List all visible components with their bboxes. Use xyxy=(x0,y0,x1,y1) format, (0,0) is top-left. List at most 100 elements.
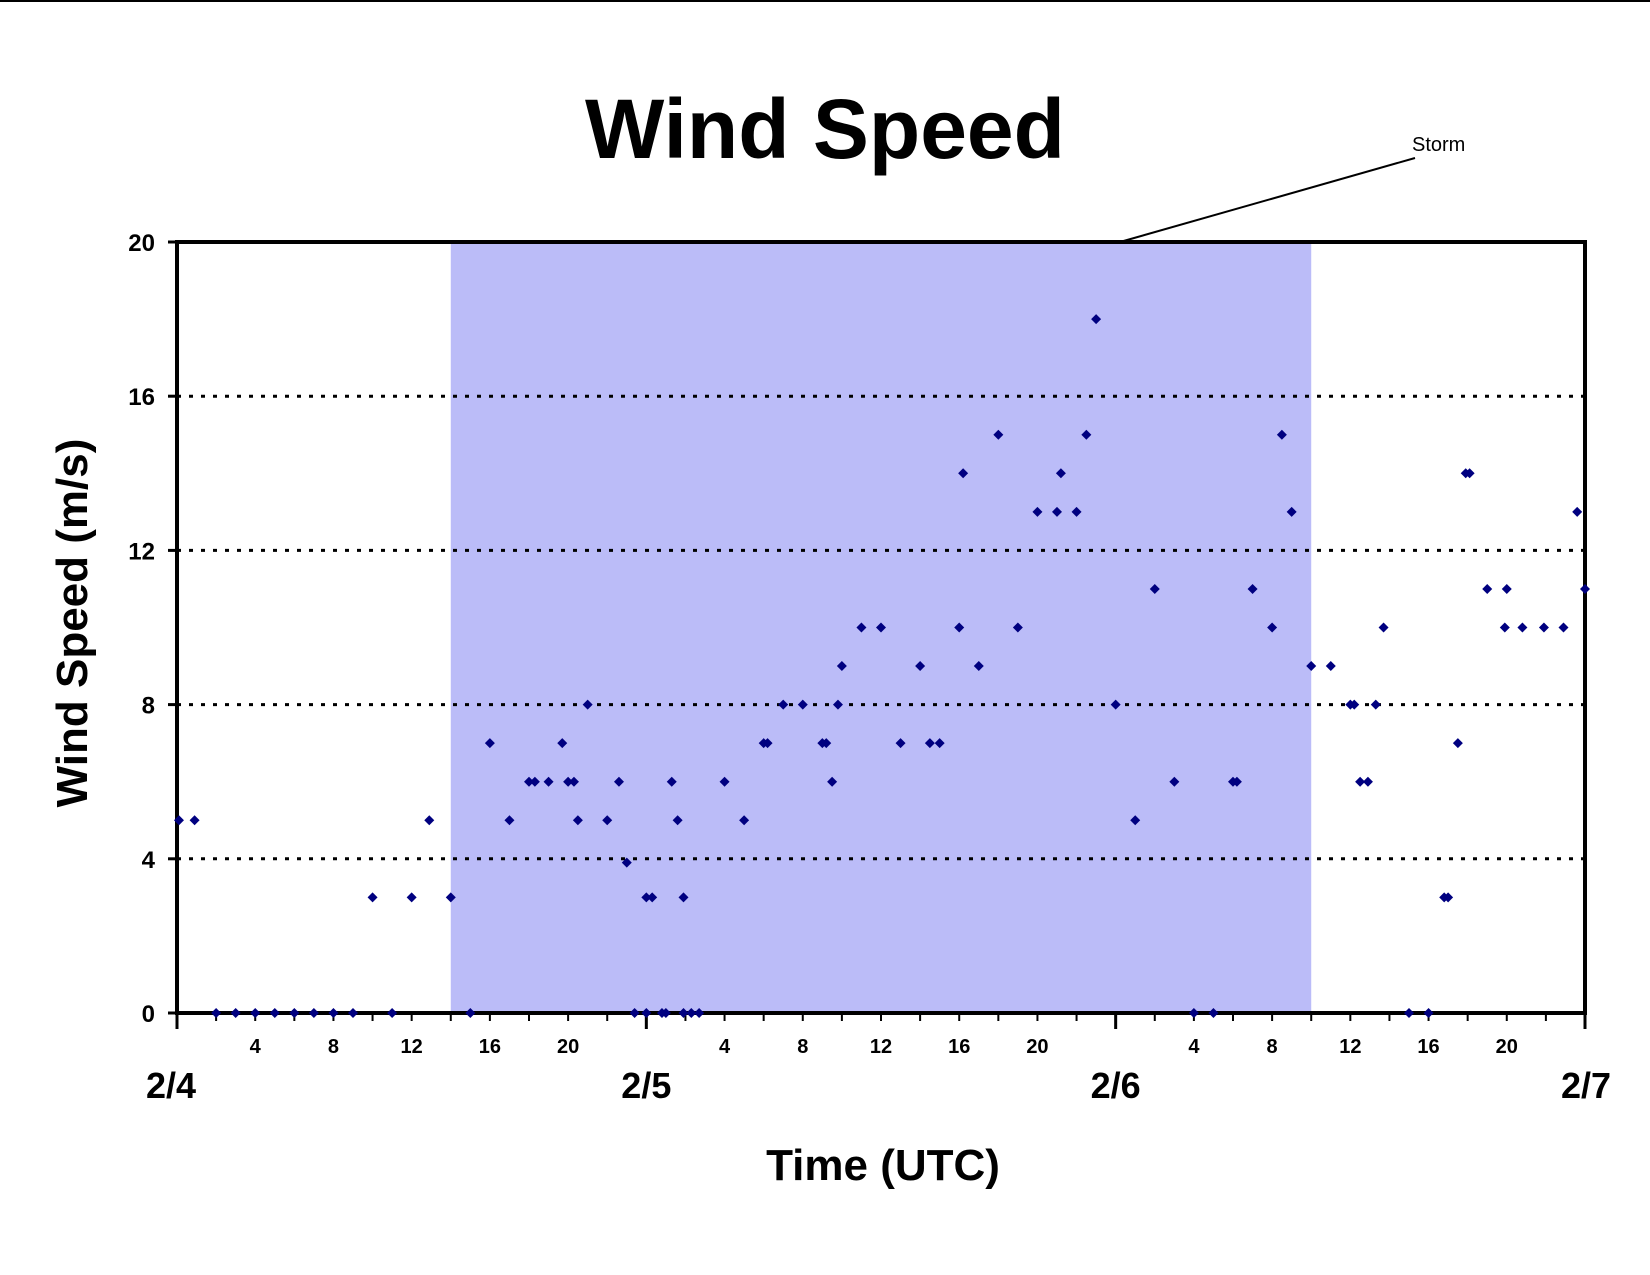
data-point xyxy=(797,699,808,710)
y-tick-label: 20 xyxy=(128,230,155,257)
data-point xyxy=(856,622,867,633)
data-point xyxy=(1188,1008,1199,1018)
data-point xyxy=(876,622,886,633)
data-point xyxy=(1482,583,1493,594)
x-axis-title: Time (UTC) xyxy=(766,1141,1000,1190)
data-point xyxy=(173,815,184,826)
data-point xyxy=(1286,506,1297,517)
data-point xyxy=(1130,815,1141,826)
data-point xyxy=(1517,622,1528,633)
data-point xyxy=(1370,699,1381,710)
data-point xyxy=(1169,776,1180,787)
data-point xyxy=(269,1008,280,1018)
data-point xyxy=(641,1008,652,1018)
y-tick-label: 8 xyxy=(142,693,155,720)
data-point xyxy=(189,815,200,826)
data-point xyxy=(1499,622,1510,633)
hour-tick-label: 16 xyxy=(948,1036,970,1058)
data-point xyxy=(1362,776,1373,787)
data-point xyxy=(719,776,730,787)
data-point xyxy=(827,776,838,787)
data-point xyxy=(1012,622,1023,633)
date-tick-label: 2/7 xyxy=(1561,1065,1611,1106)
data-point xyxy=(778,699,789,710)
hour-tick-label: 4 xyxy=(1188,1036,1200,1058)
data-point xyxy=(1231,776,1242,787)
data-point xyxy=(582,699,593,710)
data-point xyxy=(621,857,632,868)
data-point xyxy=(958,468,969,479)
data-point xyxy=(445,892,456,903)
data-point xyxy=(613,776,624,787)
storm-annotation-line xyxy=(1119,157,1416,243)
data-point xyxy=(934,738,945,749)
data-point xyxy=(1081,429,1092,440)
date-tick-label: 2/6 xyxy=(1091,1065,1141,1106)
data-point xyxy=(465,1008,476,1018)
data-point xyxy=(557,738,568,749)
hour-tick-label: 16 xyxy=(1417,1036,1439,1058)
data-point xyxy=(484,738,495,749)
data-point xyxy=(1149,583,1160,594)
data-point xyxy=(211,1008,222,1018)
data-point xyxy=(289,1008,300,1018)
data-point xyxy=(694,1008,705,1018)
data-point xyxy=(647,892,658,903)
data-point xyxy=(1355,776,1366,787)
data-point xyxy=(1052,506,1062,517)
data-point xyxy=(1055,468,1066,479)
data-point xyxy=(387,1008,398,1018)
data-point xyxy=(543,776,554,787)
data-point xyxy=(954,622,965,633)
data-point xyxy=(915,661,926,672)
data-point xyxy=(1558,622,1569,633)
hour-tick-label: 20 xyxy=(557,1036,579,1058)
y-tick-label: 16 xyxy=(128,384,155,411)
data-point xyxy=(424,815,435,826)
chart-title: Wind Speed xyxy=(585,82,1065,176)
data-point xyxy=(895,738,906,749)
data-point xyxy=(572,815,583,826)
top-border-line xyxy=(0,0,1650,2)
data-point xyxy=(739,815,750,826)
data-point xyxy=(641,892,652,903)
hour-tick-label: 20 xyxy=(1496,1036,1518,1058)
data-point xyxy=(762,738,773,749)
data-point xyxy=(1110,699,1121,710)
date-tick-label: 2/4 xyxy=(146,1065,196,1106)
data-point xyxy=(406,892,417,903)
data-point xyxy=(1325,661,1336,672)
data-point xyxy=(568,776,579,787)
data-point xyxy=(250,1008,261,1018)
hour-tick-label: 12 xyxy=(401,1036,423,1058)
data-point xyxy=(230,1008,241,1018)
y-tick-label: 4 xyxy=(142,847,156,874)
data-point xyxy=(1452,738,1463,749)
hour-tick-label: 4 xyxy=(250,1036,262,1058)
storm-annotation-label: Storm xyxy=(1412,134,1465,156)
data-point xyxy=(1572,506,1583,517)
data-point xyxy=(836,661,847,672)
hour-tick-label: 8 xyxy=(328,1036,339,1058)
data-point xyxy=(973,661,984,672)
date-tick-label: 2/5 xyxy=(621,1065,671,1106)
data-point xyxy=(678,892,689,903)
hour-tick-label: 12 xyxy=(870,1036,892,1058)
data-point xyxy=(308,1008,319,1018)
data-point xyxy=(629,1008,640,1018)
data-point xyxy=(1443,892,1454,903)
data-point xyxy=(563,776,574,787)
data-point xyxy=(1501,583,1512,594)
data-point xyxy=(524,776,534,787)
data-point xyxy=(686,1008,697,1018)
data-point xyxy=(1349,699,1360,710)
hour-tick-label: 4 xyxy=(719,1036,731,1058)
data-point xyxy=(529,776,540,787)
plot-area: 0 4 8 12 16 20 4 8 12 16 20 4 8 12 16 20 4 8 12 16 20 2/4 2/5 2… xyxy=(128,157,1611,1106)
data-point xyxy=(832,699,843,710)
data-point xyxy=(1423,1008,1434,1018)
plot-frame xyxy=(175,240,1587,1015)
y-axis-title: Wind Speed (m/s) xyxy=(48,439,97,808)
data-point xyxy=(1538,622,1549,633)
